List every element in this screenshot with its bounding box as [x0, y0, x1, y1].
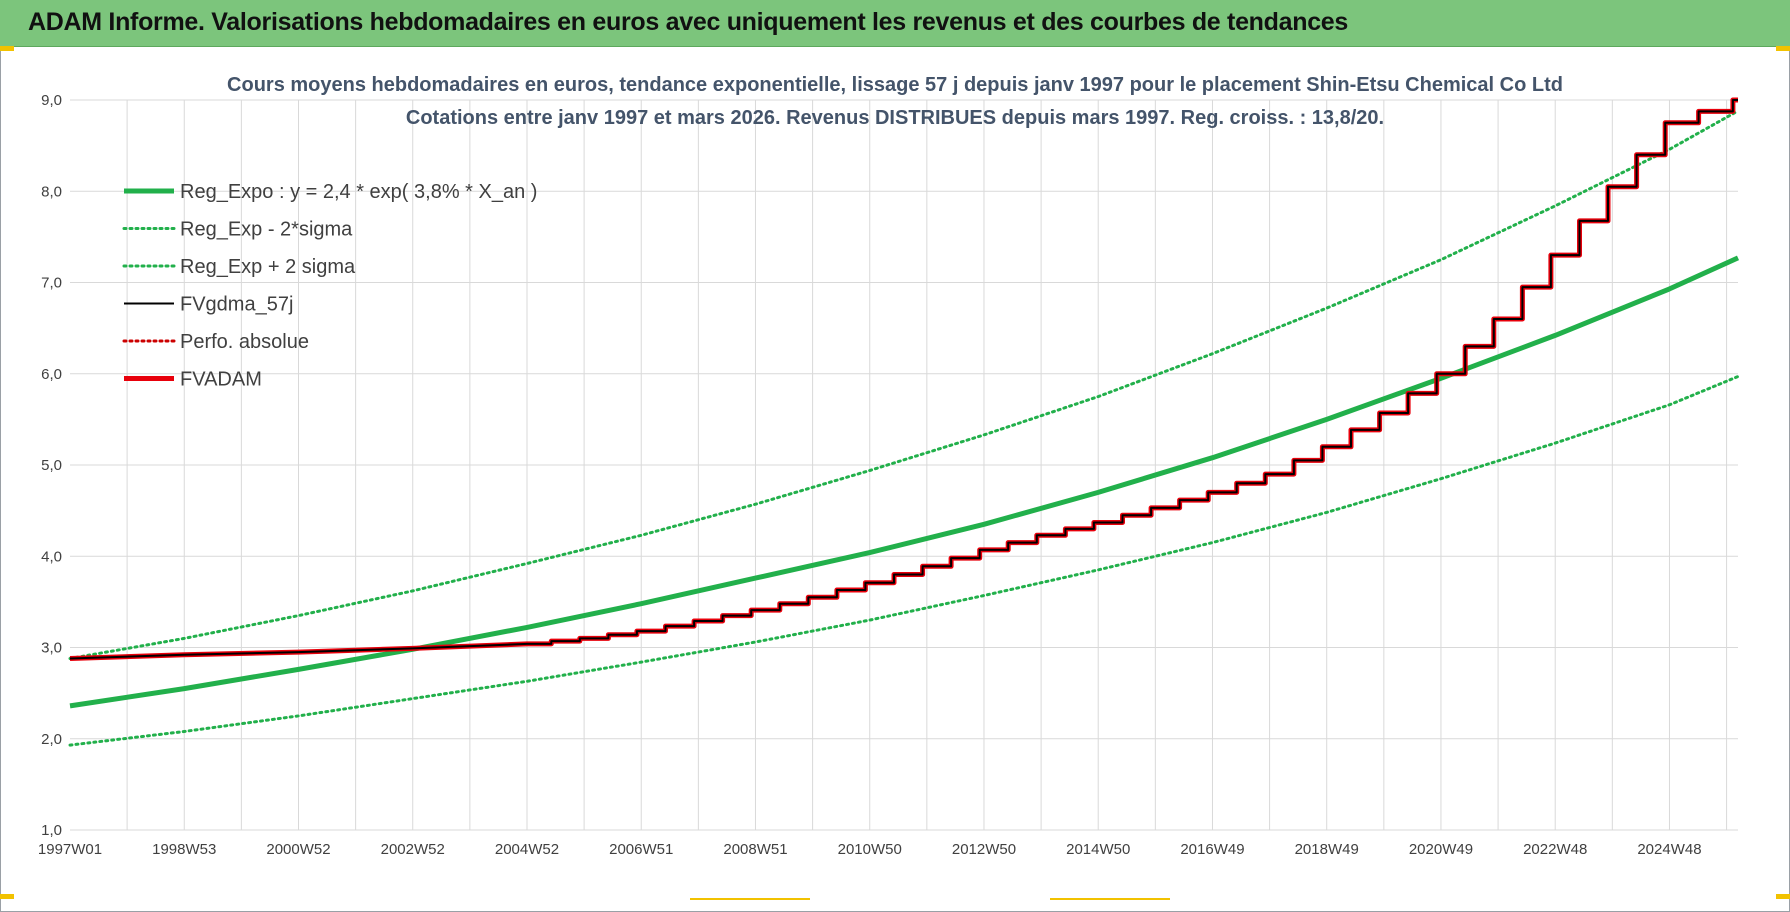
corner-marker [0, 894, 14, 899]
x-tick-label: 1998W53 [152, 841, 216, 858]
legend-label: Perfo. absolue [180, 331, 309, 353]
chart-plot: 1,0 2,0 3,0 4,0 5,0 6,0 7,0 8,0 9,0 1997W01 1998W5… [38, 74, 1740, 858]
x-tick-label: 2004W52 [495, 841, 559, 858]
legend: Reg_Expo : y = 2,4 * exp( 3,8% * X_an ) R… [122, 181, 537, 391]
series-line-reg-expo-y-2-4-exp-3-8-x-an [69, 255, 1740, 709]
y-tick-label: 9,0 [41, 92, 62, 109]
corner-marker [1776, 894, 1790, 899]
grid [70, 99, 1738, 831]
y-tick-label: 4,0 [41, 548, 62, 565]
legend-label: Reg_Exp - 2*sigma [180, 219, 353, 241]
x-tick-label: 2014W50 [1066, 841, 1130, 858]
header-bar: ADAM Informe. Valorisations hebdomadaire… [0, 0, 1790, 47]
y-tick-label: 7,0 [41, 275, 62, 292]
x-tick-label: 2000W52 [266, 841, 330, 858]
chart-title: Cours moyens hebdomadaires en euros, ten… [227, 74, 1563, 96]
series-line-reg-exp-2-sigma [68, 375, 1740, 747]
y-tick-label: 8,0 [41, 183, 62, 200]
x-tick-label: 2016W49 [1180, 841, 1244, 858]
series-line-reg-exp-2-sigma [68, 109, 1740, 660]
page-title: ADAM Informe. Valorisations hebdomadaire… [28, 8, 1349, 36]
y-tick-label: 6,0 [41, 366, 62, 383]
x-tick-label: 2022W48 [1523, 841, 1587, 858]
legend-label: Reg_Exp + 2 sigma [180, 256, 356, 278]
x-tick-label: 2018W49 [1295, 841, 1359, 858]
bottom-marker [690, 898, 810, 900]
corner-marker [1776, 46, 1790, 51]
legend-label: Reg_Expo : y = 2,4 * exp( 3,8% * X_an ) [180, 181, 537, 203]
x-tick-label: 2012W50 [952, 841, 1016, 858]
y-tick-label: 2,0 [41, 731, 62, 748]
x-tick-label: 2010W50 [838, 841, 902, 858]
y-tick-label: 3,0 [41, 640, 62, 657]
legend-label: FVgdma_57j [180, 294, 293, 316]
series-line-fvgdma-57j [69, 99, 1738, 660]
x-tick-label: 2008W51 [723, 841, 787, 858]
x-tick-label: 2020W49 [1409, 841, 1473, 858]
x-tick-label: 2002W52 [381, 841, 445, 858]
x-tick-label: 1997W01 [38, 841, 102, 858]
y-tick-label: 1,0 [41, 822, 62, 839]
series-lines [68, 97, 1740, 747]
legend-label: FVADAM [180, 369, 262, 391]
y-tick-label: 5,0 [41, 457, 62, 474]
axis-labels: 1,0 2,0 3,0 4,0 5,0 6,0 7,0 8,0 9,0 1997W01 1998W5… [38, 92, 1702, 858]
chart-subtitle: Cotations entre janv 1997 et mars 2026. … [406, 107, 1384, 129]
x-tick-label: 2006W51 [609, 841, 673, 858]
corner-marker [0, 46, 14, 51]
bottom-marker [1050, 898, 1170, 900]
x-tick-label: 2024W48 [1637, 841, 1701, 858]
